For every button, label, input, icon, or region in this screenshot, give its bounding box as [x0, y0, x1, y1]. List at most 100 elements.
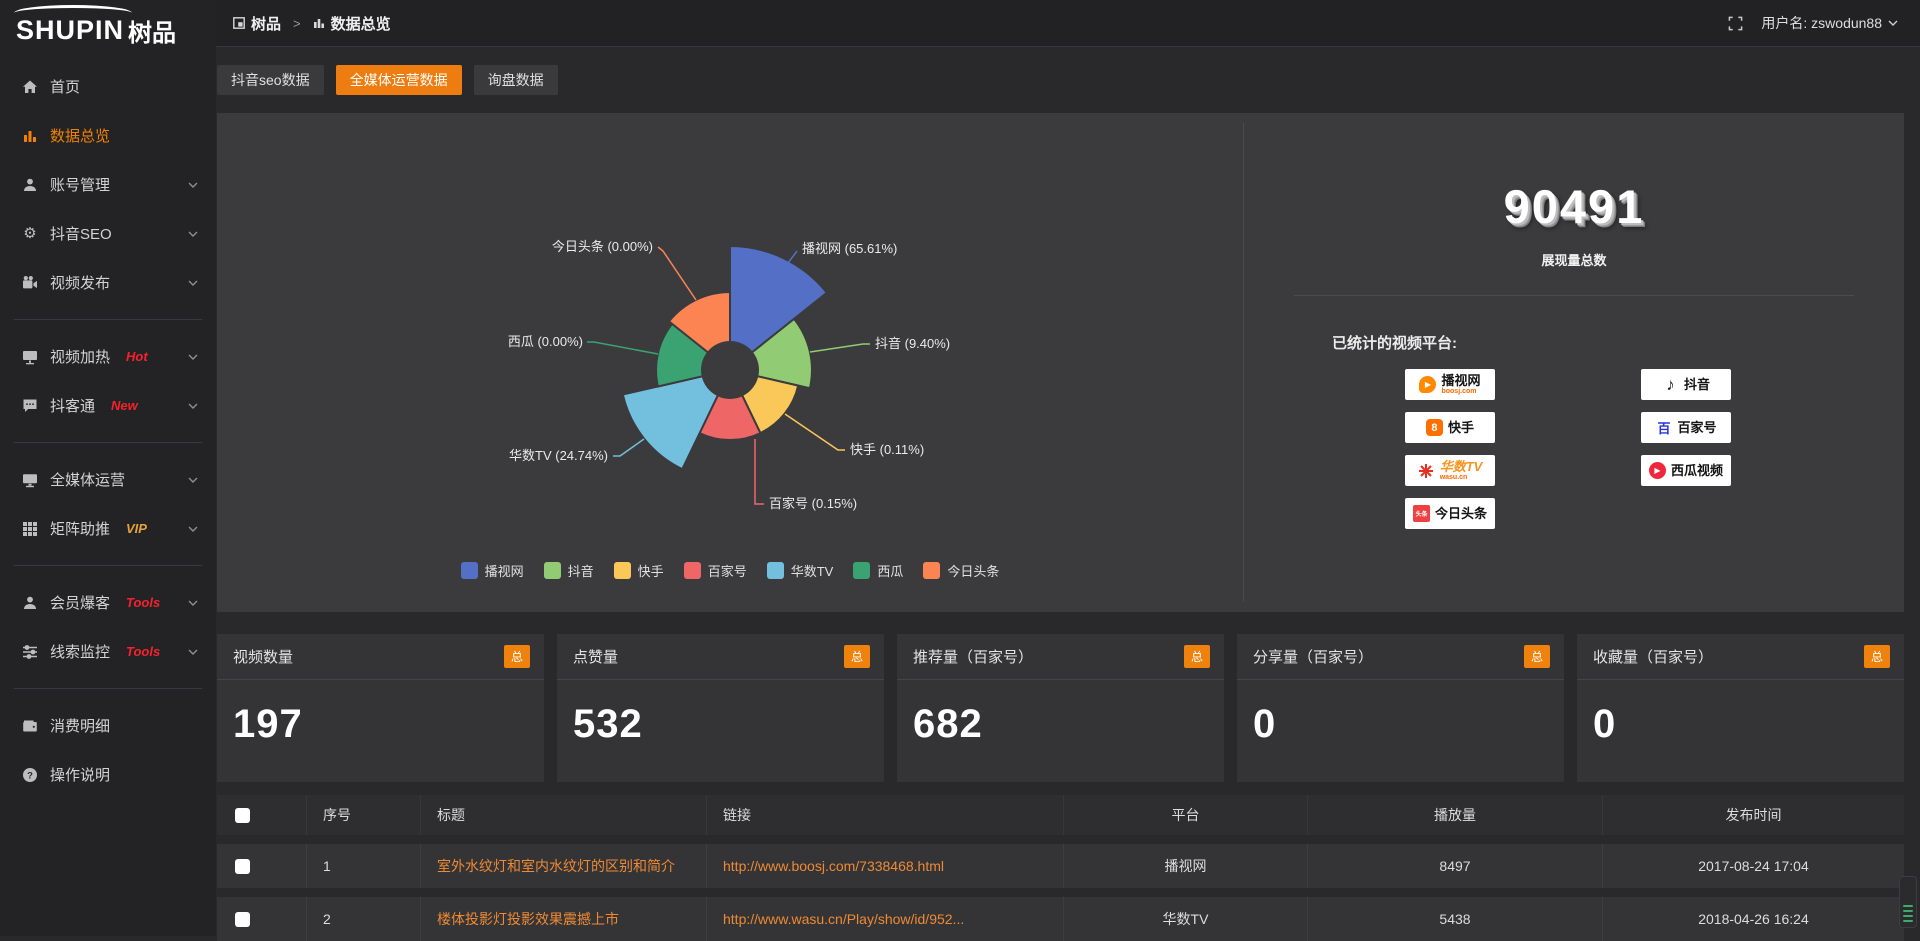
- sidebar-item-账号管理[interactable]: 账号管理: [0, 160, 216, 209]
- select-all-checkbox[interactable]: [235, 808, 250, 823]
- legend-item-今日头条[interactable]: 今日头条: [923, 561, 999, 580]
- legend-label: 快手: [638, 561, 664, 580]
- legend-label: 西瓜: [877, 561, 903, 580]
- legend-label: 百家号: [708, 561, 747, 580]
- pie-label-line: [587, 342, 658, 354]
- total-badge: 总: [844, 645, 870, 668]
- pie-label-line: [613, 439, 644, 456]
- platform-subtext: boosj.com: [1441, 388, 1476, 395]
- legend-item-百家号[interactable]: 百家号: [684, 561, 747, 580]
- pie-chart-svg[interactable]: 播视网 (65.61%)抖音 (9.40%)快手 (0.11%)百家号 (0.1…: [217, 113, 1243, 513]
- pie-label-line: [755, 439, 764, 504]
- video-url-link[interactable]: http://www.boosj.com/7338468.html: [723, 858, 944, 874]
- platform-name: 今日头条: [1435, 507, 1487, 521]
- legend-item-抖音[interactable]: 抖音: [544, 561, 594, 580]
- chevron-down-icon: [188, 354, 198, 360]
- chevron-down-icon: [188, 403, 198, 409]
- sidebar-item-badge: Hot: [126, 349, 148, 364]
- legend-item-华数TV[interactable]: 华数TV: [767, 561, 834, 580]
- row-checkbox-cell: [217, 844, 307, 888]
- column-header-标题: 标题: [421, 795, 707, 835]
- stat-card-value: 0: [1577, 680, 1904, 747]
- stat-card-label: 视频数量: [233, 646, 293, 667]
- legend-item-西瓜[interactable]: 西瓜: [853, 561, 903, 580]
- summary-divider: [1294, 295, 1854, 296]
- legend-label: 今日头条: [947, 561, 999, 580]
- total-badge: 总: [1184, 645, 1210, 668]
- legend-swatch: [767, 562, 784, 579]
- sidebar-item-badge: Tools: [126, 595, 160, 610]
- breadcrumb-root[interactable]: 树品: [251, 13, 281, 34]
- data-tabs: 抖音seo数据全媒体运营数据询盘数据: [217, 65, 1904, 95]
- user-menu[interactable]: 用户名: zswodun88: [1761, 13, 1898, 33]
- fullscreen-icon[interactable]: [1728, 16, 1743, 31]
- sidebar-divider: [14, 319, 202, 320]
- topbar: 树品 > 数据总览 用户名: zswodun88: [216, 0, 1920, 47]
- pie-label-line: [785, 414, 845, 450]
- sidebar-item-label: 线索监控: [50, 641, 110, 662]
- pie-label-line: [658, 247, 696, 300]
- legend-swatch: [544, 562, 561, 579]
- row-checkbox[interactable]: [235, 912, 250, 927]
- sidebar-item-badge: VIP: [126, 521, 147, 536]
- cell-link: http://www.boosj.com/7338468.html: [707, 844, 1064, 888]
- sidebar-item-首页[interactable]: 首页: [0, 62, 216, 111]
- tab-抖音seo数据[interactable]: 抖音seo数据: [217, 65, 324, 95]
- pie-slice-label: 今日头条 (0.00%): [552, 239, 653, 254]
- pie-slice-label: 百家号 (0.15%): [769, 496, 857, 511]
- platform-subtext: wasu.cn: [1440, 474, 1468, 481]
- row-checkbox[interactable]: [235, 859, 250, 874]
- sidebar-item-label: 视频发布: [50, 272, 110, 293]
- sidebar-item-全媒体运营[interactable]: 全媒体运营: [0, 455, 216, 504]
- sidebar-item-label: 数据总览: [50, 125, 110, 146]
- sidebar-item-抖音SEO[interactable]: ⚙抖音SEO: [0, 209, 216, 258]
- sidebar-item-消费明细[interactable]: 消费明细: [0, 701, 216, 750]
- tab-询盘数据[interactable]: 询盘数据: [474, 65, 558, 95]
- chart-legend: 播视网 抖音 快手 百家号 华数TV 西瓜 今日头条: [217, 561, 1243, 580]
- pie-slice-华数TV[interactable]: [623, 376, 718, 469]
- legend-item-播视网[interactable]: 播视网: [461, 561, 524, 580]
- legend-label: 抖音: [568, 561, 594, 580]
- bar-chart-small-icon: [313, 17, 325, 29]
- floating-widget[interactable]: [1899, 876, 1917, 928]
- svg-text:?: ?: [27, 770, 33, 781]
- cell-index: 1: [307, 844, 421, 888]
- cell-index: 2: [307, 897, 421, 941]
- stat-card-label: 分享量（百家号）: [1253, 646, 1373, 667]
- sidebar-item-操作说明[interactable]: ? 操作说明: [0, 750, 216, 799]
- sidebar-divider: [14, 565, 202, 566]
- sidebar-item-数据总览[interactable]: 数据总览: [0, 111, 216, 160]
- cell-plays: 5438: [1308, 897, 1603, 941]
- pie-slice-label: 播视网 (65.61%): [802, 241, 897, 256]
- legend-item-快手[interactable]: 快手: [614, 561, 664, 580]
- video-title-link[interactable]: 室外水纹灯和室内水纹灯的区别和简介: [437, 856, 675, 876]
- sidebar-item-label: 操作说明: [50, 764, 110, 785]
- video-url-link[interactable]: http://www.wasu.cn/Play/show/id/952...: [723, 911, 964, 927]
- tab-全媒体运营数据[interactable]: 全媒体运营数据: [336, 65, 462, 95]
- table-row: 1 室外水纹灯和室内水纹灯的区别和简介 http://www.boosj.com/7…: [217, 844, 1904, 888]
- video-title-link[interactable]: 楼体投影灯投影效果震撼上市: [437, 909, 619, 929]
- impressions-total-value: 90491: [1244, 179, 1904, 234]
- legend-label: 播视网: [485, 561, 524, 580]
- platform-badges-column-2: ♪抖音百百家号▶西瓜视频: [1641, 369, 1731, 529]
- monitor-icon: [22, 472, 38, 488]
- sidebar-item-视频发布[interactable]: 视频发布: [0, 258, 216, 307]
- chevron-down-icon: [188, 649, 198, 655]
- total-badge: 总: [504, 645, 530, 668]
- video-camera-icon: [22, 275, 38, 291]
- total-badge: 总: [1864, 645, 1890, 668]
- cell-platform: 播视网: [1064, 844, 1308, 888]
